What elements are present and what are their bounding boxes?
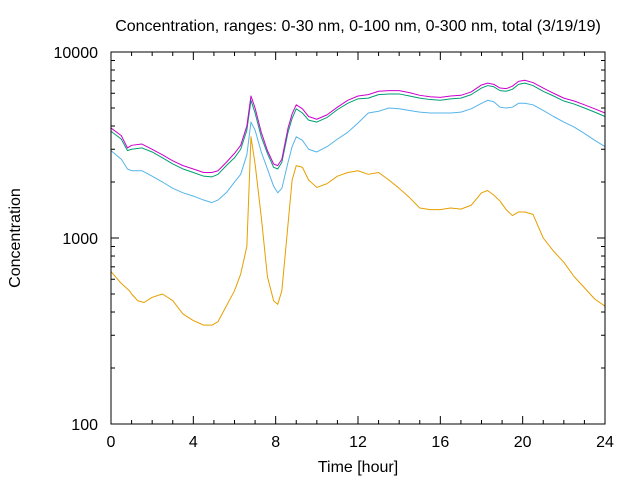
series-line-3 <box>110 82 606 178</box>
y-tick-label: 1000 <box>62 231 98 248</box>
series-line-4 <box>110 79 606 173</box>
x-tick-label: 20 <box>514 434 532 451</box>
axis-layer: 0 4 8 12 16 20 24 100 1000 10000 <box>54 45 615 451</box>
y-tick-label: 100 <box>71 417 98 434</box>
x-tick-label: 16 <box>431 434 449 451</box>
series-line-2 <box>110 99 606 204</box>
x-tick-label: 12 <box>349 434 367 451</box>
series-line-1 <box>110 136 606 326</box>
x-axis-label: Time [hour] <box>318 459 398 476</box>
x-tick-label: 4 <box>189 434 198 451</box>
y-tick-label: 10000 <box>54 45 99 62</box>
series-layer <box>110 79 606 326</box>
chart-title: Concentration, ranges: 0-30 nm, 0-100 nm… <box>115 18 601 35</box>
y-axis-label: Concentration <box>7 188 24 288</box>
x-tick-label: 0 <box>107 434 116 451</box>
x-tick-label: 8 <box>271 434 280 451</box>
x-tick-label: 24 <box>596 434 614 451</box>
plot-frame <box>110 51 606 425</box>
